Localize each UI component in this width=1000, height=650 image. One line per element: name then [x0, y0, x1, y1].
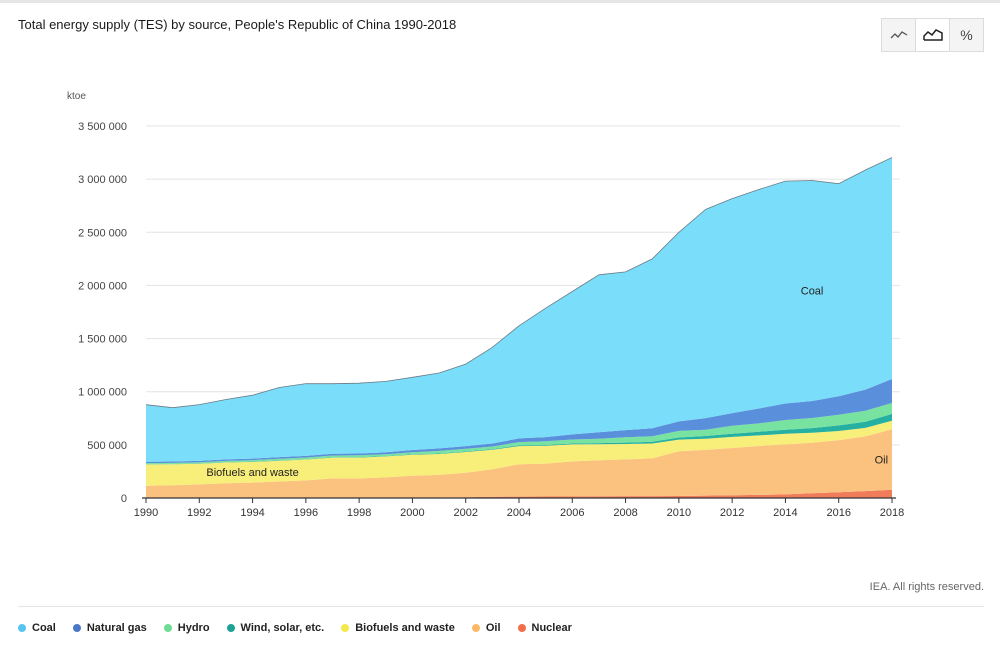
x-tick-label: 1990: [134, 507, 158, 519]
legend-label: Coal: [32, 622, 56, 634]
legend-label: Oil: [485, 622, 501, 634]
y-tick-label: 1 000 000: [78, 387, 127, 399]
percent-toggle[interactable]: %: [950, 19, 983, 51]
annotation-coal: Coal: [801, 286, 824, 298]
legend-item-oil[interactable]: Oil: [471, 622, 501, 634]
x-tick-label: 2006: [560, 507, 584, 519]
legend-label: Biofuels and waste: [355, 622, 455, 634]
line-chart-icon: [890, 31, 907, 39]
y-tick-label: 3 000 000: [78, 174, 127, 186]
legend-item-hydro[interactable]: Hydro: [163, 622, 210, 634]
legend-divider: [18, 606, 984, 607]
x-tick-label: 1992: [187, 507, 211, 519]
x-tick-label: 2012: [720, 507, 744, 519]
area-oil: [146, 429, 892, 498]
legend-swatch: [471, 624, 480, 632]
x-tick-label: 2004: [507, 507, 531, 519]
percent-icon: %: [960, 27, 973, 43]
legend-label: Natural gas: [86, 622, 147, 634]
x-tick-label: 1994: [240, 507, 264, 519]
copyright-notice: IEA. All rights reserved.: [869, 581, 984, 593]
y-tick-label: 3 500 000: [78, 121, 127, 133]
legend-item-natural-gas[interactable]: Natural gas: [72, 622, 147, 634]
legend-swatch: [163, 624, 172, 632]
legend-label: Hydro: [177, 622, 210, 634]
area-nuclear: [146, 489, 892, 498]
legend-swatch: [72, 624, 81, 632]
top-border: [0, 0, 1000, 3]
y-tick-label: 2 500 000: [78, 227, 127, 239]
legend-item-biofuels-and-waste[interactable]: Biofuels and waste: [341, 622, 455, 634]
total-outline: [145, 157, 893, 409]
x-tick-label: 2008: [613, 507, 637, 519]
x-tick-label: 2014: [773, 507, 797, 519]
x-tick-label: 2000: [400, 507, 424, 519]
legend-label: Wind, solar, etc.: [240, 622, 325, 634]
x-tick-label: 2002: [453, 507, 477, 519]
area-chart-toggle[interactable]: [916, 19, 950, 51]
area-natural-gas: [146, 379, 892, 464]
legend-label: Nuclear: [531, 622, 572, 634]
y-tick-label: 2 000 000: [78, 280, 127, 292]
x-tick-label: 2010: [667, 507, 691, 519]
y-tick-label: 500 000: [87, 440, 127, 452]
legend-item-nuclear[interactable]: Nuclear: [517, 622, 572, 634]
legend-swatch: [341, 624, 350, 632]
x-tick-label: 2018: [880, 507, 904, 519]
annotation-oil: Oil: [875, 455, 888, 467]
y-axis-unit: ktoe: [67, 91, 86, 102]
chart-title: Total energy supply (TES) by source, Peo…: [18, 17, 457, 32]
line-chart-toggle[interactable]: [882, 19, 916, 51]
y-tick-label: 0: [121, 493, 127, 505]
area-chart-icon: [922, 29, 943, 41]
x-tick-label: 1998: [347, 507, 371, 519]
area-coal: [146, 157, 892, 462]
legend-swatch: [18, 624, 26, 632]
y-tick-label: 1 500 000: [78, 334, 127, 346]
area-biofuels-and-waste: [146, 420, 892, 486]
legend-swatch: [517, 624, 526, 632]
chart-type-toggle-group: %: [881, 18, 984, 52]
x-tick-label: 2016: [826, 507, 850, 519]
legend-item-wind-solar-etc[interactable]: Wind, solar, etc.: [226, 622, 325, 634]
x-tick-label: 1996: [294, 507, 318, 519]
legend-item-coal[interactable]: Coal: [18, 622, 56, 634]
chart-legend: Coal Natural gas Hydro Wind, solar, etc. Bio…: [18, 622, 589, 634]
annotation-biofuels-and-waste: Biofuels and waste: [206, 467, 298, 479]
legend-swatch: [226, 624, 235, 632]
